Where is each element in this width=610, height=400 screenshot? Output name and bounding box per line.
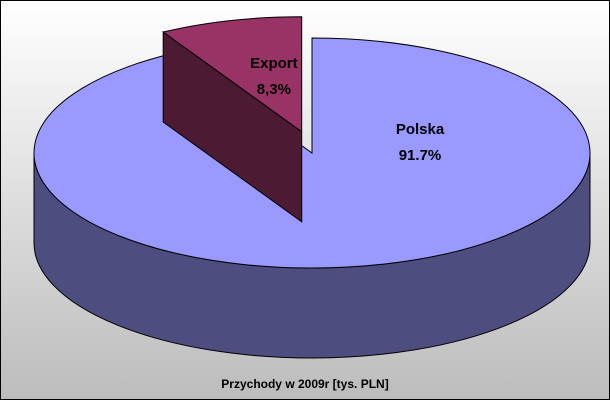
slice-value-label: 91.7% bbox=[399, 147, 442, 164]
pie: Polska 91.7% Export 8,3% bbox=[33, 16, 591, 359]
slice-label: Polska bbox=[396, 121, 445, 138]
slice-value-label: 8,3% bbox=[257, 81, 291, 98]
slice bbox=[33, 37, 591, 269]
slice-label: Export bbox=[250, 55, 298, 72]
slice bbox=[162, 16, 303, 133]
chart-title: Przychody w 2009r [tys. PLN] bbox=[221, 377, 388, 391]
